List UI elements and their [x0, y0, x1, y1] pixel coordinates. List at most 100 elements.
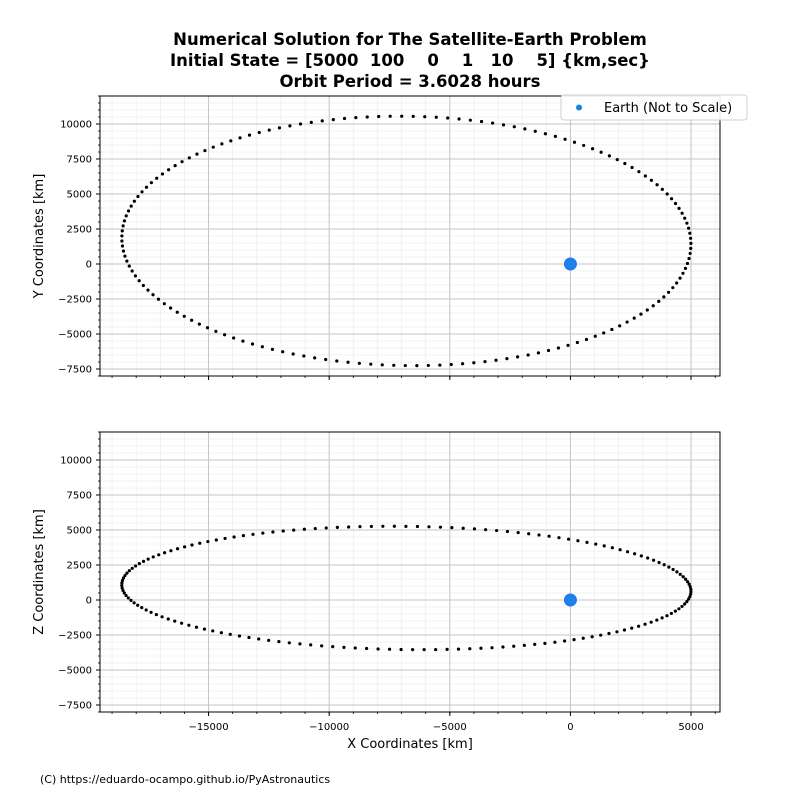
orbit-point: [175, 547, 180, 551]
orbit-point: [342, 645, 346, 649]
orbit-point: [247, 133, 252, 137]
orbit-point: [120, 234, 124, 238]
orbit-point: [584, 337, 589, 342]
orbit-point: [689, 241, 693, 245]
orbit-point: [523, 127, 527, 131]
y-tick-label: 0: [86, 260, 92, 271]
orbit-point: [120, 578, 125, 583]
orbit-point: [388, 114, 392, 118]
orbit-point: [121, 576, 126, 580]
orbit-point: [585, 540, 589, 544]
orbit-point: [556, 346, 561, 350]
orbit-point: [688, 231, 692, 235]
orbit-point: [685, 261, 690, 266]
orbit-point: [686, 597, 691, 601]
orbit-point: [133, 274, 138, 278]
orbit-point: [190, 318, 194, 322]
orbit-point: [130, 269, 134, 273]
orbit-point: [302, 527, 306, 531]
orbit-point: [494, 358, 498, 362]
orbit-point: [411, 648, 415, 652]
orbit-point: [392, 524, 396, 528]
orbit-point: [132, 199, 136, 203]
orbit-point: [576, 539, 580, 543]
orbit-point: [120, 583, 124, 588]
orbit-point: [250, 342, 255, 346]
orbit-point: [173, 619, 177, 623]
chart-panel-1: −7500 −5000 −2500 0 2500 5000 7500 10000 Y Coord…: [32, 94, 748, 380]
orbit-point: [630, 165, 634, 170]
orbit-point: [121, 249, 126, 253]
orbit-point: [125, 259, 129, 263]
orbit-point: [686, 226, 691, 230]
y-tick-label: 5000: [67, 526, 92, 537]
orbit-point: [377, 114, 381, 119]
orbit-point: [120, 586, 124, 590]
orbit-point: [572, 140, 577, 144]
orbit-point: [683, 216, 687, 220]
orbit-point: [660, 187, 664, 191]
orbit-point: [662, 563, 666, 567]
chart-panel-2: −15000 −10000 −5000 0 5000 −7500 −5000 −2500 0 25…: [32, 431, 721, 752]
orbit-point: [160, 172, 165, 176]
orbit-point: [636, 624, 641, 628]
orbit-point: [677, 607, 681, 611]
y-tick-label: 7500: [67, 155, 92, 166]
orbit-point: [387, 647, 392, 651]
orbit-point: [157, 553, 161, 557]
orbit-point: [347, 525, 351, 529]
orbit-point: [495, 528, 499, 533]
orbit-point: [292, 528, 296, 532]
orbit-point: [155, 176, 159, 180]
orbit-point: [615, 630, 619, 634]
orbit-point: [331, 645, 335, 649]
orbit-point: [645, 308, 649, 312]
orbit-point: [566, 343, 570, 347]
y-tick-label: 2500: [67, 225, 92, 236]
orbit-point: [160, 615, 164, 619]
orbit-point: [563, 137, 567, 141]
orbit-point: [140, 606, 144, 610]
orbit-point: [472, 527, 477, 531]
orbit-point: [689, 587, 693, 591]
orbit-point: [449, 362, 453, 367]
orbit-point: [365, 115, 369, 119]
orbit-point: [472, 361, 476, 365]
y-tick-label: −5000: [58, 330, 92, 341]
orbit-point: [137, 279, 141, 283]
x-axis-label: X Coordinates [km]: [347, 737, 473, 752]
orbit-point: [400, 114, 404, 118]
orbit-point: [202, 627, 207, 631]
orbit-point: [623, 161, 627, 166]
orbit-point: [610, 546, 614, 550]
orbit-point: [144, 185, 149, 189]
orbit-point: [167, 168, 171, 172]
orbit-point: [515, 355, 520, 359]
orbit-point: [146, 557, 150, 561]
orbit-point: [127, 569, 131, 573]
orbit-point: [320, 119, 324, 123]
orbit-point: [277, 126, 282, 130]
orbit-point: [522, 643, 526, 647]
orbit-point: [657, 560, 661, 565]
orbit-point: [237, 634, 242, 638]
orbit-point: [182, 545, 187, 549]
orbit-point: [313, 526, 317, 531]
orbit-point: [625, 550, 630, 554]
orbit-point: [149, 610, 153, 614]
orbit-point: [144, 608, 148, 612]
orbit-point: [607, 154, 611, 158]
orbit-point: [232, 535, 236, 539]
orbit-point: [607, 631, 611, 636]
orbit-point: [457, 117, 461, 121]
orbit-point: [137, 562, 141, 566]
orbit-point: [358, 525, 362, 529]
orbit-point: [427, 525, 431, 529]
orbit-point: [665, 614, 669, 618]
y-tick-label: −5000: [58, 666, 92, 677]
orbit-point: [657, 299, 661, 303]
orbit-point: [643, 174, 647, 178]
orbit-point: [205, 326, 210, 330]
orbit-point: [689, 590, 693, 594]
orbit-point: [491, 121, 495, 125]
